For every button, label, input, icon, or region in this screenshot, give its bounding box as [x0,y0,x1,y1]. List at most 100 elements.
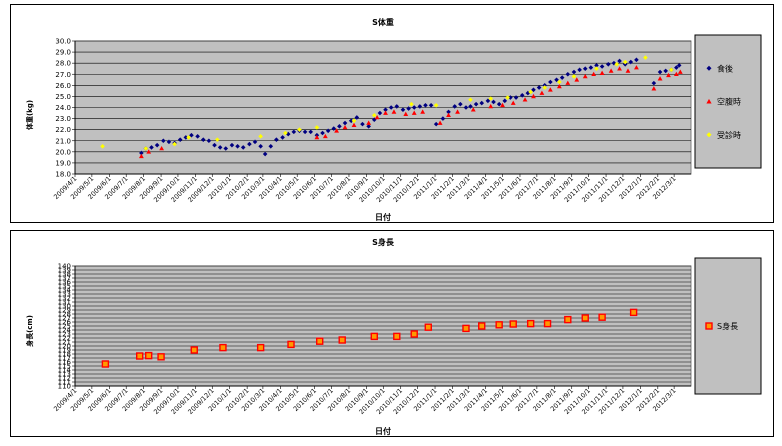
y-tick-label: 113 [58,371,71,379]
data-point [606,61,611,67]
data-point [406,106,411,111]
data-point [651,86,657,91]
data-point [322,133,328,139]
y-axis-label: 身長(cm) [25,315,34,348]
data-point [183,135,189,140]
data-point [643,55,648,60]
data-point [428,102,434,108]
data-point [677,69,683,74]
data-point [161,138,166,144]
data-point [617,58,622,64]
y-tick-label: 127 [58,315,71,323]
data-point [599,70,605,75]
data-point [500,102,505,108]
data-point [394,104,400,109]
data-point [411,105,417,110]
data-point [437,120,443,125]
data-point [342,120,348,126]
data-point [470,107,476,112]
y-tick-label: 22.0 [55,126,71,134]
y-tick-label: 112 [58,375,71,383]
legend-marker [706,65,712,71]
data-point [280,135,285,140]
x-axis-label: 日付 [375,426,391,436]
data-point [172,141,177,147]
data-point [366,124,371,129]
data-point [559,75,565,80]
data-point [508,95,513,100]
y-tick-label: 24.0 [55,104,71,112]
legend-label: 受診時 [717,130,741,140]
data-point [634,65,639,70]
y-axis-label: 体重(kg) [25,100,34,130]
y-tick-label: 110 [58,383,71,391]
y-tick-label: 21.0 [55,137,71,145]
data-point [557,79,562,85]
data-point [371,112,377,118]
data-point [139,150,144,156]
data-point [657,69,663,75]
y-tick-label: 121 [58,339,71,347]
y-tick-label: 111 [58,379,71,387]
data-point [673,71,679,77]
data-point [342,124,348,130]
data-point [285,131,291,137]
data-point [351,122,357,128]
data-point [258,134,263,139]
data-point [302,129,308,135]
legend-marker [706,132,712,138]
data-point [599,64,605,69]
data-point [571,74,577,79]
data-point [491,99,496,105]
data-point [393,332,401,341]
y-tick-label: 129 [58,307,71,315]
data-point [391,109,397,114]
y-tick-label: 132 [58,295,71,303]
data-point [154,142,160,148]
data-point [468,97,473,103]
x-axis-label: 日付 [375,212,391,222]
y-tick-label: 114 [58,367,72,375]
data-point [403,111,409,116]
data-point [674,65,679,70]
data-point [522,97,528,102]
data-point [625,68,631,73]
data-point [186,135,191,140]
data-point [316,337,324,345]
y-tick-label: 122 [58,335,71,343]
data-point [308,129,314,135]
chart-title: S身長 [372,237,395,247]
data-point [446,109,451,115]
data-point [554,77,559,83]
data-point [383,110,388,115]
data-point [374,114,380,120]
y-tick-label: 137 [58,275,71,283]
data-point [531,93,536,99]
data-point [334,128,339,133]
legend-label: 空腹時 [717,97,741,107]
y-tick-label: 135 [58,283,71,291]
y-tick-label: 25.0 [55,93,71,101]
data-point [135,352,144,360]
data-point [556,83,562,89]
data-point [177,137,183,142]
data-point [433,121,439,127]
data-point [547,87,553,92]
y-tick-label: 128 [58,311,71,319]
y-tick-label: 140 [58,263,71,271]
data-point [100,143,105,149]
data-point [166,139,172,145]
y-tick-label: 23.0 [55,115,71,123]
data-point [258,143,263,149]
data-point [598,313,606,321]
data-point [536,85,542,90]
data-point [247,141,252,147]
y-tick-label: 134 [58,287,72,295]
data-point [591,71,597,77]
data-point [629,308,638,317]
data-point [496,101,502,107]
legend: S身長 [694,257,762,395]
y-tick-label: 115 [58,363,71,371]
data-point [663,68,668,74]
data-point [669,67,674,73]
